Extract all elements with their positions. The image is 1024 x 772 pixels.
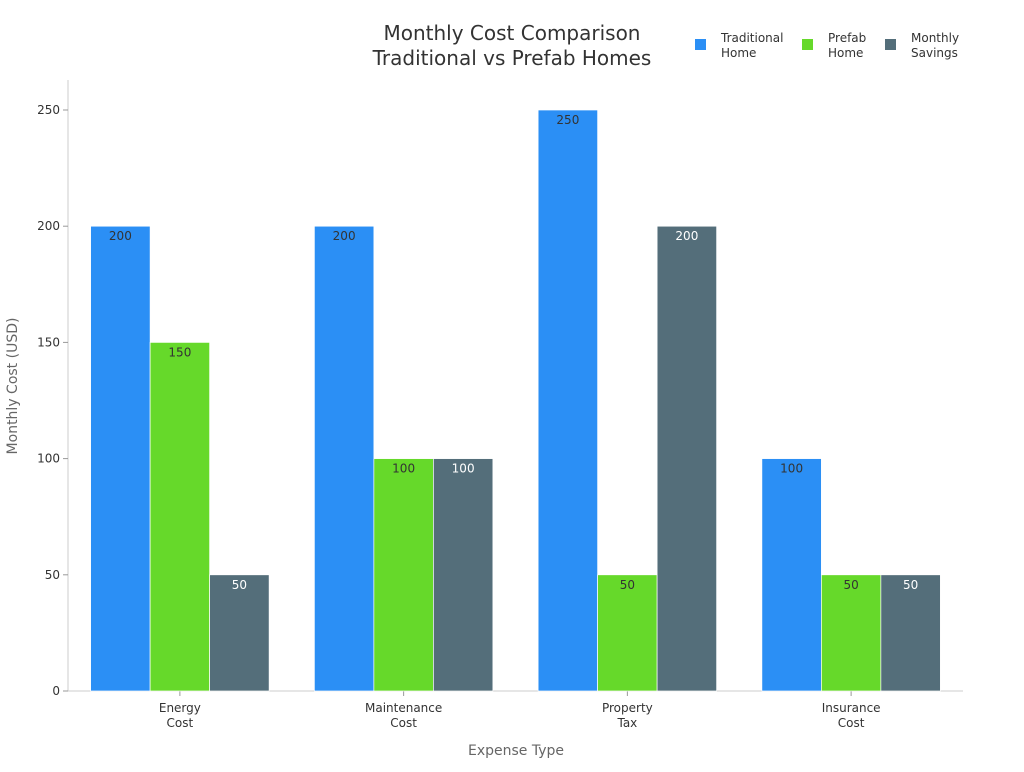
- data-label: 100: [392, 462, 415, 476]
- y-tick-label: 250: [37, 103, 60, 117]
- legend-label: Prefab: [828, 31, 866, 45]
- data-label: 50: [232, 578, 247, 592]
- bar: [821, 574, 882, 692]
- bar: [597, 574, 658, 692]
- bar: [314, 225, 375, 692]
- x-tick-label: Maintenance: [365, 701, 442, 715]
- bar: [761, 458, 822, 692]
- x-tick-label: Tax: [616, 716, 637, 730]
- data-label: 200: [109, 229, 132, 243]
- y-tick-label: 0: [52, 684, 60, 698]
- bar: [656, 225, 717, 692]
- legend-label: Home: [828, 46, 863, 60]
- x-tick-label: Cost: [838, 716, 865, 730]
- legend-label: Traditional: [720, 31, 783, 45]
- chart-title-line: Monthly Cost Comparison: [383, 21, 640, 45]
- bar: [209, 574, 270, 692]
- bar: [880, 574, 941, 692]
- bar: [149, 342, 210, 692]
- y-tick-label: 200: [37, 219, 60, 233]
- x-tick-label: Property: [602, 701, 653, 715]
- x-tick-label: Insurance: [822, 701, 881, 715]
- legend-swatch: [885, 39, 896, 50]
- x-tick-label: Energy: [159, 701, 201, 715]
- legend-label: Home: [721, 46, 756, 60]
- y-tick-label: 50: [45, 568, 60, 582]
- x-tick-label: Cost: [167, 716, 194, 730]
- legend-swatch: [802, 39, 813, 50]
- legend-swatch: [695, 39, 706, 50]
- data-label: 100: [780, 462, 803, 476]
- data-label: 200: [333, 229, 356, 243]
- data-label: 100: [452, 462, 475, 476]
- x-tick-label: Cost: [390, 716, 417, 730]
- x-axis-label: Expense Type: [468, 743, 564, 759]
- data-label: 200: [675, 229, 698, 243]
- bar: [433, 458, 494, 692]
- bar: [373, 458, 434, 692]
- legend-label: Savings: [911, 46, 958, 60]
- legend-label: Monthly: [911, 31, 959, 45]
- data-label: 150: [168, 345, 191, 359]
- y-axis-label: Monthly Cost (USD): [5, 318, 21, 455]
- data-label: 50: [903, 578, 918, 592]
- chart-title-line: Traditional vs Prefab Homes: [372, 46, 652, 70]
- bar: [90, 225, 151, 692]
- data-label: 50: [843, 578, 858, 592]
- y-tick-label: 100: [37, 452, 60, 466]
- data-label: 250: [556, 113, 579, 127]
- data-label: 50: [620, 578, 635, 592]
- bar: [537, 109, 598, 692]
- y-tick-label: 150: [37, 335, 60, 349]
